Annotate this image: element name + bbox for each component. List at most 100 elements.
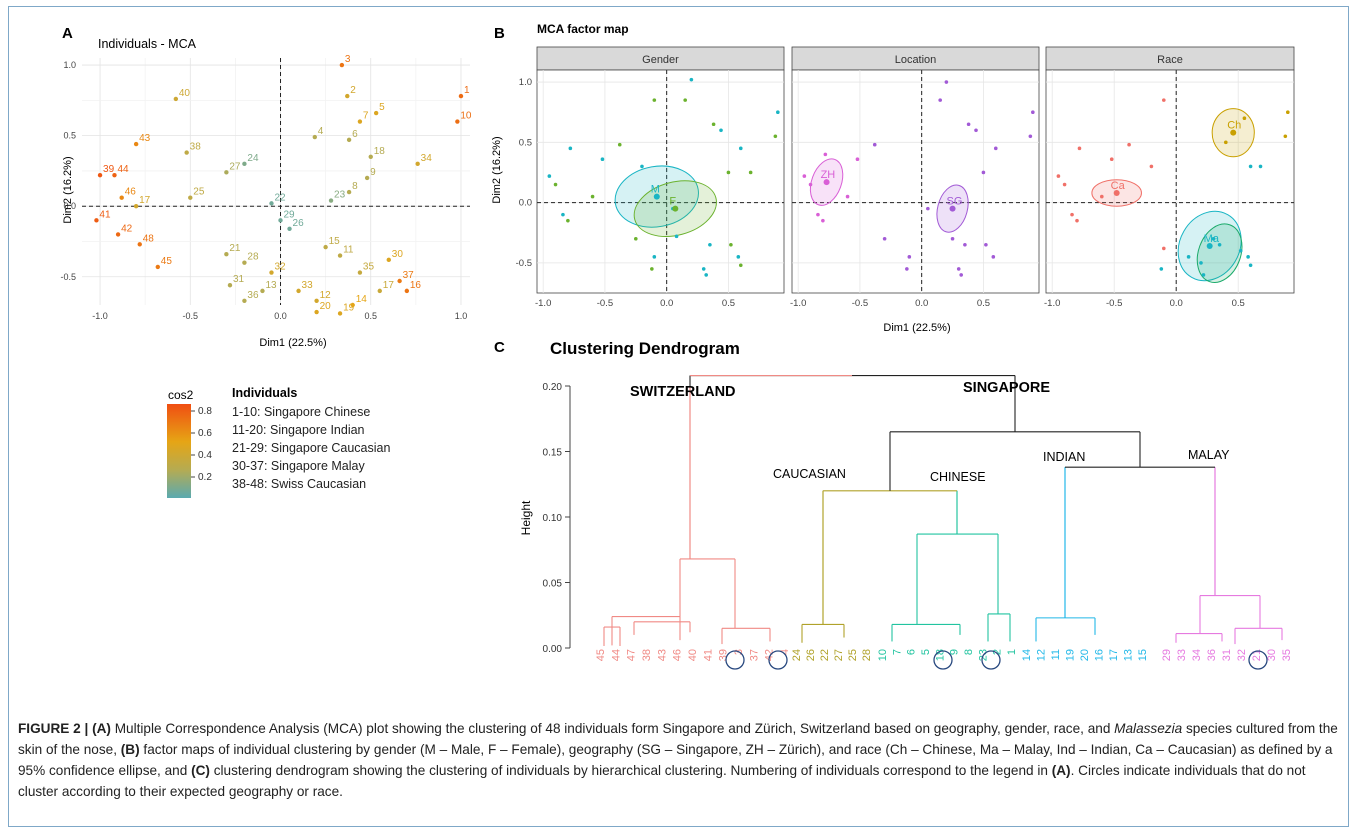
individual-point [590, 194, 595, 199]
leaf-label-24: 24 [791, 649, 803, 661]
panel-b-title: MCA factor map [537, 22, 629, 36]
individual-point [736, 255, 741, 259]
point-label-26: 26 [293, 218, 305, 229]
individual-point [1056, 174, 1061, 178]
individual-point [1159, 267, 1164, 271]
point-individual-16 [404, 288, 410, 294]
point-label-22: 22 [274, 192, 286, 203]
point-label-10: 10 [460, 111, 472, 122]
individual-point [711, 122, 716, 127]
individual-point [652, 98, 657, 102]
leaf-label-28: 28 [861, 649, 873, 661]
individual-point [991, 255, 996, 259]
point-label-38: 38 [190, 142, 202, 153]
individual-point [872, 142, 877, 147]
caption-c-text: clustering dendrogram showing the cluste… [209, 763, 1052, 778]
point-label-17: 17 [383, 280, 395, 291]
point-label-16: 16 [410, 280, 422, 291]
point-label-39: 39 [103, 164, 115, 175]
figure-frame [8, 6, 1349, 827]
centroid-label-ch: Ch [1227, 120, 1241, 132]
facet-strip-label-location: Location [895, 54, 937, 66]
gradient-tick-label: 0.6 [198, 428, 212, 439]
point-individual-11 [337, 253, 343, 258]
caption-b-text: factor maps of individual clustering by … [18, 742, 1333, 778]
leaf-label-47: 47 [626, 649, 638, 661]
leaf-label-30: 30 [1266, 649, 1278, 661]
panel-b-facets: Gender -1.0 -0.5 0.0 0.5 1.0 0.5 0.0 -0.5 MF Locat… [516, 46, 1295, 309]
point-label-23: 23 [334, 190, 346, 201]
point-label-6: 6 [352, 129, 358, 140]
individual-point [821, 218, 825, 223]
point-individual-39 [97, 172, 103, 178]
panel-c-title: Clustering Dendrogram [550, 339, 740, 358]
leaf-label-11: 11 [1050, 649, 1062, 660]
point-label-18: 18 [374, 146, 386, 157]
leaf-label-8: 8 [963, 649, 975, 655]
individual-point [708, 242, 712, 247]
point-label-40: 40 [179, 88, 191, 99]
individual-point [553, 182, 558, 187]
group-label-switzerland: SWITZERLAND [630, 384, 736, 400]
point-label-36: 36 [247, 290, 259, 301]
leaf-label-22: 22 [819, 649, 831, 661]
panel-b-xlabel: Dim1 (22.5%) [883, 322, 950, 334]
individual-point [640, 164, 644, 169]
individual-point [1246, 255, 1250, 259]
point-label-48: 48 [143, 233, 155, 244]
point-individual-46 [119, 195, 124, 200]
point-label-33: 33 [302, 280, 314, 291]
individual-point [719, 128, 723, 133]
point-individual-8 [346, 189, 352, 195]
point-individual-18 [368, 154, 373, 159]
cos2-gradient-bar [167, 404, 191, 498]
leaf-label-4: 4 [779, 649, 791, 655]
y-tick-label: 0.5 [63, 131, 76, 141]
facet-x-tick: -0.5 [597, 298, 613, 309]
individual-point [1238, 249, 1243, 253]
individual-point [974, 128, 978, 133]
panel-b: B MCA factor map Gender -1.0 -0.5 0.0 0.5 1.0… [491, 22, 1295, 334]
gradient-tick-label: 0.4 [198, 450, 212, 461]
leaf-label-13: 13 [1123, 649, 1135, 661]
leaf-label-9: 9 [949, 649, 961, 655]
leaf-label-46: 46 [672, 649, 684, 661]
leaf-label-18: 18 [934, 649, 946, 661]
point-individual-6 [346, 137, 352, 143]
centroid-label-f: F [669, 196, 676, 208]
individual-point [984, 242, 988, 247]
leaf-label-41: 41 [702, 649, 714, 661]
leaf-label-14: 14 [1021, 649, 1033, 661]
point-individual-1 [458, 93, 464, 99]
leaf-label-5: 5 [920, 649, 932, 655]
leaf-label-31: 31 [1221, 649, 1233, 661]
point-label-4: 4 [318, 126, 324, 137]
point-label-34: 34 [421, 153, 433, 164]
dendrogram-y-tick-label: 0.05 [543, 579, 563, 590]
individual-point [1062, 182, 1067, 187]
facet-x-tick: -1.0 [790, 298, 806, 309]
individual-point [1109, 157, 1114, 161]
centroid-f [672, 205, 679, 212]
point-label-8: 8 [352, 181, 358, 192]
individual-point [882, 236, 887, 241]
point-individual-21 [224, 251, 229, 257]
point-label-11: 11 [343, 245, 354, 256]
x-tick-label: -0.5 [183, 311, 199, 321]
individual-point [907, 255, 912, 259]
facet-y-tick: 1.0 [519, 77, 532, 88]
individual-point [802, 174, 807, 178]
individual-point [776, 110, 780, 114]
individual-point [1186, 255, 1191, 259]
legend-item: 1-10: Singapore Chinese [232, 405, 370, 419]
point-individual-31 [227, 283, 233, 288]
centroid-m [653, 193, 660, 200]
facet-x-tick: 0.5 [1232, 298, 1245, 309]
leaf-label-45: 45 [595, 649, 607, 661]
point-label-25: 25 [193, 187, 205, 198]
point-individual-30 [386, 257, 391, 263]
panel-b-ylabel: Dim2 (16.2%) [491, 136, 503, 203]
dendrogram-y-tick-label: 0.00 [543, 644, 563, 655]
group-label-singapore: SINGAPORE [963, 380, 1050, 396]
individual-point [905, 267, 909, 271]
